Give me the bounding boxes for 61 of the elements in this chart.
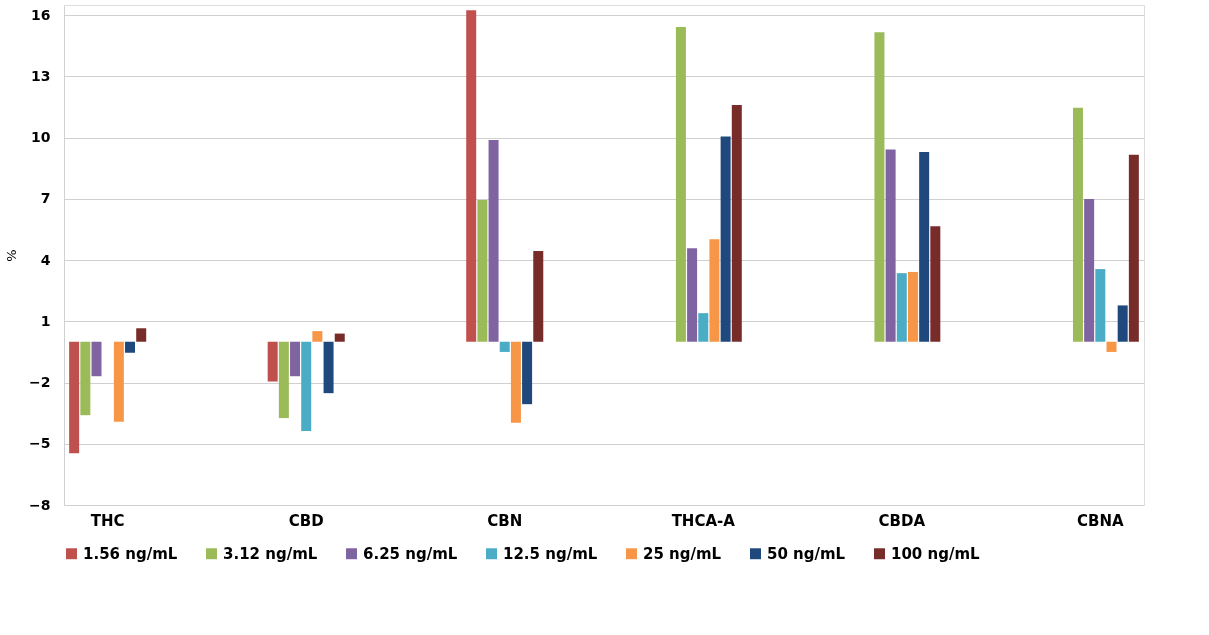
y-tick-label: 10 [31, 129, 51, 146]
bar [896, 273, 907, 342]
bar [731, 105, 742, 342]
bar [466, 10, 477, 342]
y-tick-label: 4 [40, 251, 51, 268]
legend-label: 1.56 ng/mL [83, 544, 178, 563]
bar [488, 140, 499, 342]
bar [1095, 269, 1106, 342]
bar [720, 136, 731, 342]
bar [334, 333, 345, 342]
x-tick-label: CBNA [1077, 511, 1125, 530]
y-tick-label: 13 [31, 67, 51, 84]
y-tick-label: 16 [31, 6, 51, 23]
bar [885, 149, 896, 342]
bar [874, 32, 885, 342]
legend-label: 6.25 ng/mL [363, 544, 458, 563]
bar [80, 341, 91, 416]
bar [675, 27, 686, 342]
bar [510, 341, 521, 423]
bar [69, 341, 80, 454]
y-tick-label: −2 [29, 374, 51, 391]
bar [919, 151, 930, 342]
y-axis-title: % [4, 249, 20, 262]
bar [136, 328, 147, 342]
bar [125, 341, 136, 353]
bar [687, 248, 698, 342]
legend-label: 3.12 ng/mL [223, 544, 318, 563]
bar [1117, 305, 1128, 342]
legend-label: 25 ng/mL [643, 544, 722, 563]
y-tick-label: −8 [29, 496, 51, 513]
bar [1106, 341, 1117, 352]
x-tick-label: CBD [288, 511, 324, 530]
bar [930, 226, 941, 342]
bar [290, 341, 301, 377]
bar [1072, 107, 1083, 342]
legend-label: 12.5 ng/mL [503, 544, 598, 563]
x-tick-label: CBN [487, 511, 523, 530]
x-tick-label: THCA-A [671, 511, 736, 530]
bar [113, 341, 124, 422]
y-tick-label: 1 [40, 312, 51, 329]
bar [91, 341, 102, 377]
bar [301, 341, 312, 431]
legend-label: 100 ng/mL [891, 544, 981, 563]
bar [522, 341, 533, 405]
bar [499, 341, 510, 352]
bar [477, 200, 488, 342]
bar [1128, 154, 1139, 342]
bar [907, 271, 918, 342]
bar [698, 313, 709, 342]
y-tick-label: −5 [29, 435, 51, 452]
bar [533, 251, 544, 342]
legend-label: 50 ng/mL [767, 544, 846, 563]
bar [1084, 198, 1095, 342]
bar [323, 341, 334, 394]
y-tick-label: 7 [40, 190, 51, 207]
bar [267, 341, 278, 382]
bar [709, 239, 720, 342]
bar [278, 341, 289, 419]
bar [312, 331, 323, 342]
x-tick-label: THC [90, 511, 125, 530]
x-tick-label: CBDA [878, 511, 926, 530]
